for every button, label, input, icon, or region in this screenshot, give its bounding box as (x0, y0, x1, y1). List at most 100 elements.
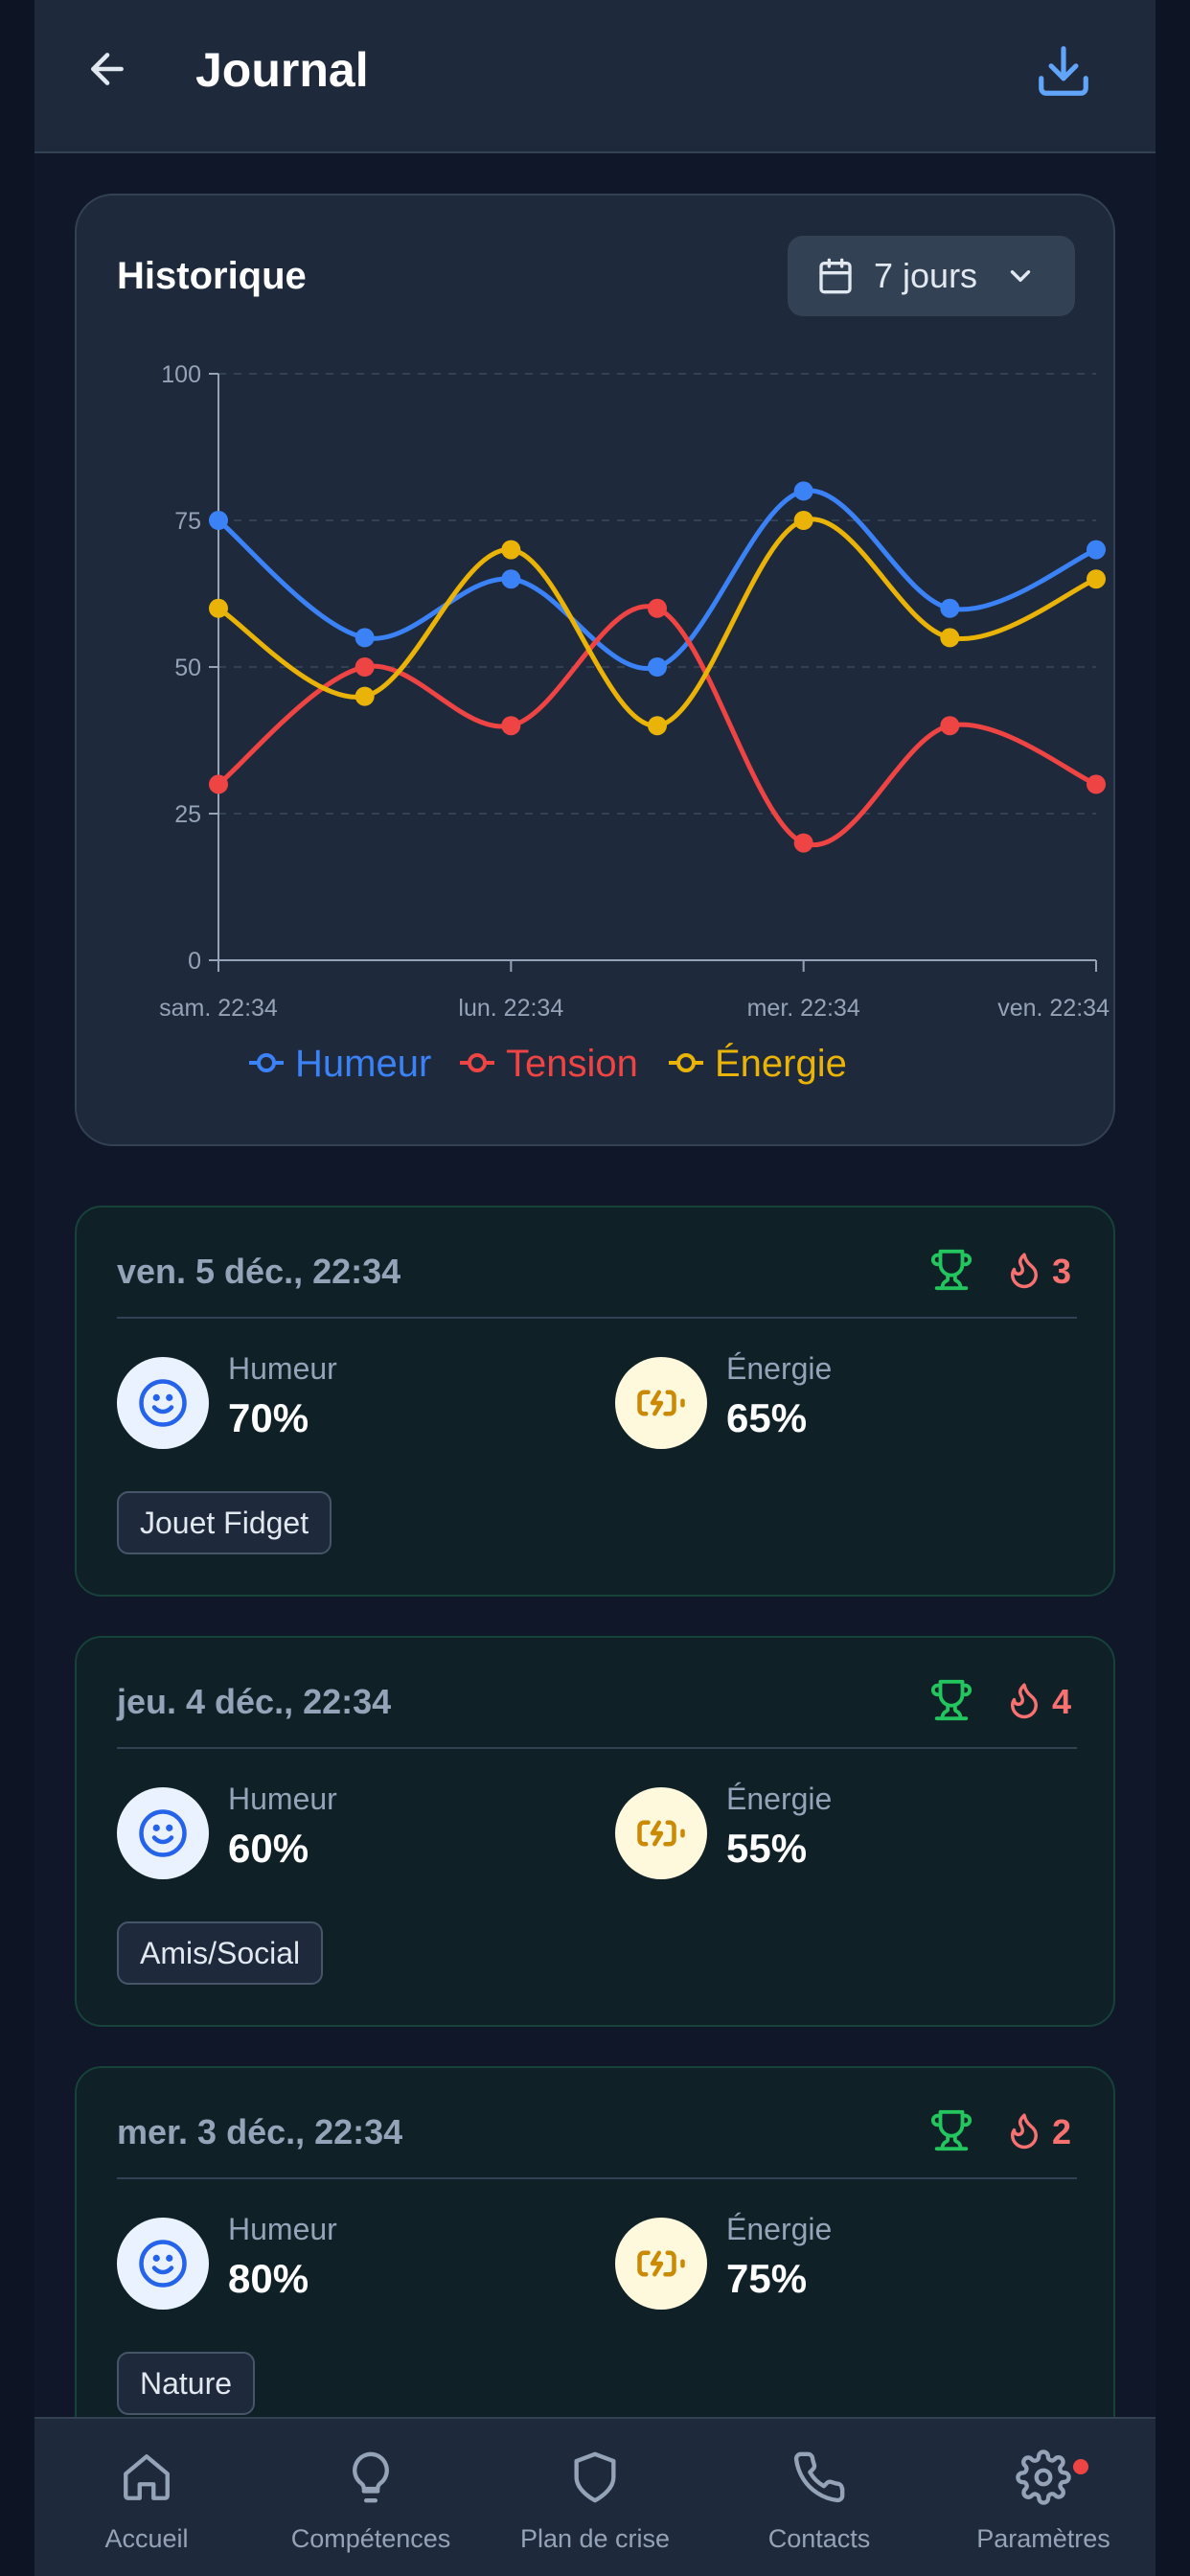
legend-marker (678, 1055, 694, 1070)
mood-label: Humeur (228, 1782, 337, 1817)
data-point (940, 716, 959, 735)
data-point (940, 628, 959, 647)
data-point (1087, 774, 1106, 794)
energy-badge (615, 1787, 707, 1879)
mood-label: Humeur (228, 2212, 337, 2247)
battery-charging-icon (635, 1807, 687, 1859)
x-tick-label: ven. 22:34 (997, 995, 1110, 1022)
entry-date: mer. 3 déc., 22:34 (117, 2112, 402, 2152)
y-tick-label: 25 (174, 801, 201, 828)
nav-label: Accueil (34, 2524, 259, 2554)
data-point (355, 657, 375, 677)
smile-icon (137, 1377, 189, 1429)
data-point (1087, 569, 1106, 588)
home-icon (119, 2450, 174, 2505)
legend-label: Humeur (295, 1043, 431, 1085)
energy-label: Énergie (726, 2212, 832, 2247)
flame-icon (1004, 1248, 1044, 1292)
energy-value: 55% (726, 1826, 807, 1872)
page-title: Journal (195, 42, 369, 98)
data-point (794, 511, 813, 530)
x-tick-label: mer. 22:34 (747, 995, 860, 1022)
series-line-énergie (218, 519, 1096, 726)
y-tick-label: 100 (161, 361, 201, 388)
battery-charging-icon (635, 2238, 687, 2289)
mood-label: Humeur (228, 1351, 337, 1387)
flame-icon (1004, 1678, 1044, 1722)
data-point (501, 569, 520, 588)
legend-marker (469, 1055, 485, 1070)
line-chart: 0 25 50 75 100 sam. 22:34 lun. 22:34 mer. 22:34… (77, 196, 1117, 1148)
smile-icon (137, 2238, 189, 2289)
lightbulb-icon (343, 2450, 399, 2505)
energy-badge (615, 2218, 707, 2310)
data-point (794, 834, 813, 853)
nav-item-parametres[interactable]: Paramètres (931, 2419, 1156, 2576)
y-tick-label: 75 (174, 508, 201, 535)
journal-entry-card[interactable]: ven. 5 déc., 22:34 3 Humeur 70% Énerg (75, 1206, 1115, 1597)
nav-item-contacts[interactable]: Contacts (707, 2419, 931, 2576)
data-point (648, 657, 667, 677)
divider (117, 1747, 1077, 1749)
nav-item-accueil[interactable]: Accueil (34, 2419, 259, 2576)
entry-date: jeu. 4 déc., 22:34 (117, 1682, 391, 1722)
energy-label: Énergie (726, 1782, 832, 1817)
data-point (648, 716, 667, 735)
flame-icon (1004, 2108, 1044, 2152)
mood-value: 80% (228, 2256, 309, 2302)
mood-badge (117, 1787, 209, 1879)
x-tick-label: lun. 22:34 (458, 995, 563, 1022)
data-point (209, 599, 228, 618)
energy-value: 75% (726, 2256, 807, 2302)
divider (117, 2177, 1077, 2179)
trophy-icon (929, 1678, 973, 1722)
y-tick-label: 50 (174, 655, 201, 681)
legend-label: Énergie (715, 1042, 847, 1085)
y-tick-label: 0 (188, 948, 201, 975)
mood-value: 70% (228, 1395, 309, 1441)
arrow-left-icon (83, 45, 131, 93)
data-point (501, 716, 520, 735)
phone-icon (791, 2450, 847, 2505)
activity-tag[interactable]: Jouet Fidget (117, 1491, 332, 1554)
app-frame: Journal Historique 7 jours 0 25 50 75 100 sam… (34, 0, 1156, 2576)
top-app-bar: Journal (34, 0, 1156, 153)
journal-entry-card[interactable]: jeu. 4 déc., 22:34 4 Humeur 60% Énerg (75, 1636, 1115, 2027)
battery-charging-icon (635, 1377, 687, 1429)
data-point (209, 511, 228, 530)
back-button[interactable] (77, 38, 138, 100)
activity-tag[interactable]: Amis/Social (117, 1921, 323, 1985)
gear-icon (1016, 2450, 1071, 2505)
download-icon (1034, 41, 1093, 101)
streak-count: 3 (1052, 1252, 1071, 1292)
nav-item-plan-de-crise[interactable]: Plan de crise (483, 2419, 707, 2576)
journal-entry-card[interactable]: mer. 3 déc., 22:34 2 Humeur 80% Énerg (75, 2066, 1115, 2457)
history-chart-card: Historique 7 jours 0 25 50 75 100 sam. 22:34 l… (75, 194, 1115, 1146)
data-point (209, 774, 228, 794)
download-button[interactable] (1029, 36, 1098, 105)
energy-badge (615, 1357, 707, 1449)
shield-icon (567, 2450, 623, 2505)
data-point (1087, 540, 1106, 560)
trophy-icon (929, 2108, 973, 2152)
notification-dot (1073, 2459, 1088, 2474)
streak-count: 2 (1052, 2112, 1071, 2152)
mood-badge (117, 1357, 209, 1449)
data-point (940, 599, 959, 618)
data-point (501, 540, 520, 560)
nav-label: Contacts (707, 2524, 931, 2554)
nav-item-competences[interactable]: Compétences (259, 2419, 483, 2576)
nav-label: Paramètres (931, 2524, 1156, 2554)
legend-label: Tension (506, 1043, 638, 1085)
trophy-icon (929, 1248, 973, 1292)
entry-date: ven. 5 déc., 22:34 (117, 1252, 400, 1292)
data-point (355, 687, 375, 706)
data-point (794, 481, 813, 500)
divider (117, 1317, 1077, 1319)
energy-label: Énergie (726, 1351, 832, 1387)
activity-tag[interactable]: Nature (117, 2352, 255, 2415)
streak-count: 4 (1052, 1682, 1071, 1722)
energy-value: 65% (726, 1395, 807, 1441)
nav-label: Plan de crise (483, 2524, 707, 2554)
data-point (648, 599, 667, 618)
